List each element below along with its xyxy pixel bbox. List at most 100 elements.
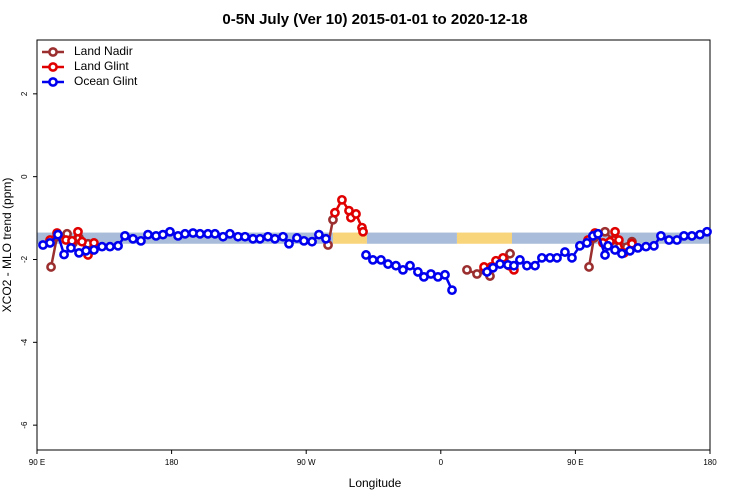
point <box>358 226 368 237</box>
point <box>180 228 190 239</box>
point <box>447 285 457 296</box>
point <box>664 235 674 245</box>
series-line <box>49 219 633 279</box>
point <box>505 248 515 259</box>
legend-marker <box>48 77 58 87</box>
point <box>105 241 115 252</box>
point <box>641 241 651 252</box>
point <box>120 230 130 241</box>
point <box>210 228 220 239</box>
point <box>495 259 505 269</box>
point <box>165 226 175 237</box>
point <box>284 238 294 249</box>
point <box>593 228 603 239</box>
point <box>128 233 138 244</box>
point <box>89 245 99 255</box>
point <box>59 249 69 260</box>
x-tick-label: 0 <box>439 458 444 467</box>
point <box>66 242 76 253</box>
point <box>552 252 562 263</box>
band-segment <box>456 232 512 244</box>
point <box>679 230 689 241</box>
point <box>536 252 547 263</box>
legend-marker <box>48 62 58 72</box>
point <box>488 262 498 273</box>
point <box>672 235 682 245</box>
legend-label: Land Glint <box>74 59 129 73</box>
point <box>610 245 620 255</box>
point <box>649 240 659 251</box>
point <box>560 247 570 257</box>
point <box>97 241 107 252</box>
point <box>582 238 592 248</box>
point <box>225 228 235 239</box>
chart-title: 0-5N July (Ver 10) 2015-01-01 to 2020-12… <box>222 11 527 28</box>
point <box>656 230 666 241</box>
point <box>351 209 361 219</box>
legend-marker <box>48 47 58 57</box>
point <box>391 260 401 271</box>
x-tick-label: 90 W <box>297 458 316 467</box>
plot-frame <box>36 39 711 451</box>
point <box>405 260 415 271</box>
point <box>46 262 56 272</box>
point <box>73 226 83 237</box>
point <box>687 230 697 241</box>
point <box>462 264 472 275</box>
point <box>77 236 87 247</box>
point <box>361 250 371 260</box>
y-tick-label: 2 <box>20 91 29 96</box>
point <box>625 245 635 256</box>
x-tick-label: 180 <box>165 458 179 467</box>
point <box>472 269 482 279</box>
point <box>530 260 540 271</box>
y-axis-label: XCO2 - MLO trend (ppm) <box>0 178 14 313</box>
point <box>702 226 712 237</box>
point <box>45 238 55 248</box>
point <box>603 240 613 251</box>
point <box>143 229 153 240</box>
point <box>567 252 577 263</box>
point <box>509 260 519 271</box>
point <box>614 235 624 245</box>
point <box>633 242 643 253</box>
point <box>240 231 250 242</box>
point <box>522 260 532 271</box>
y-tick-label: -6 <box>20 421 29 429</box>
legend-label: Land Nadir <box>74 44 133 58</box>
point <box>440 269 450 280</box>
point <box>610 226 620 237</box>
point <box>299 235 309 246</box>
point <box>515 255 525 265</box>
y-tick-label: -2 <box>20 255 29 263</box>
point <box>113 240 123 251</box>
point <box>278 231 288 242</box>
band-segment <box>332 232 367 244</box>
point <box>413 267 423 277</box>
point <box>383 259 393 269</box>
point <box>314 229 324 240</box>
point <box>270 233 280 244</box>
y-tick-label: 0 <box>20 174 29 179</box>
legend-label: Ocean Glint <box>74 74 138 88</box>
point <box>337 194 347 205</box>
x-tick-label: 180 <box>703 458 717 467</box>
x-tick-label: 90 E <box>567 458 583 467</box>
point <box>321 233 331 244</box>
point <box>53 229 63 240</box>
point <box>376 255 386 265</box>
point <box>330 207 340 218</box>
point <box>81 245 91 256</box>
point <box>136 235 146 246</box>
point <box>368 255 378 265</box>
point <box>255 233 265 244</box>
point <box>398 264 408 275</box>
point <box>600 250 610 260</box>
y-tick-label: -4 <box>20 338 29 346</box>
point <box>617 248 627 259</box>
point <box>584 262 594 272</box>
band-segment <box>366 232 457 244</box>
point <box>307 236 317 247</box>
x-tick-label: 90 E <box>29 458 45 467</box>
